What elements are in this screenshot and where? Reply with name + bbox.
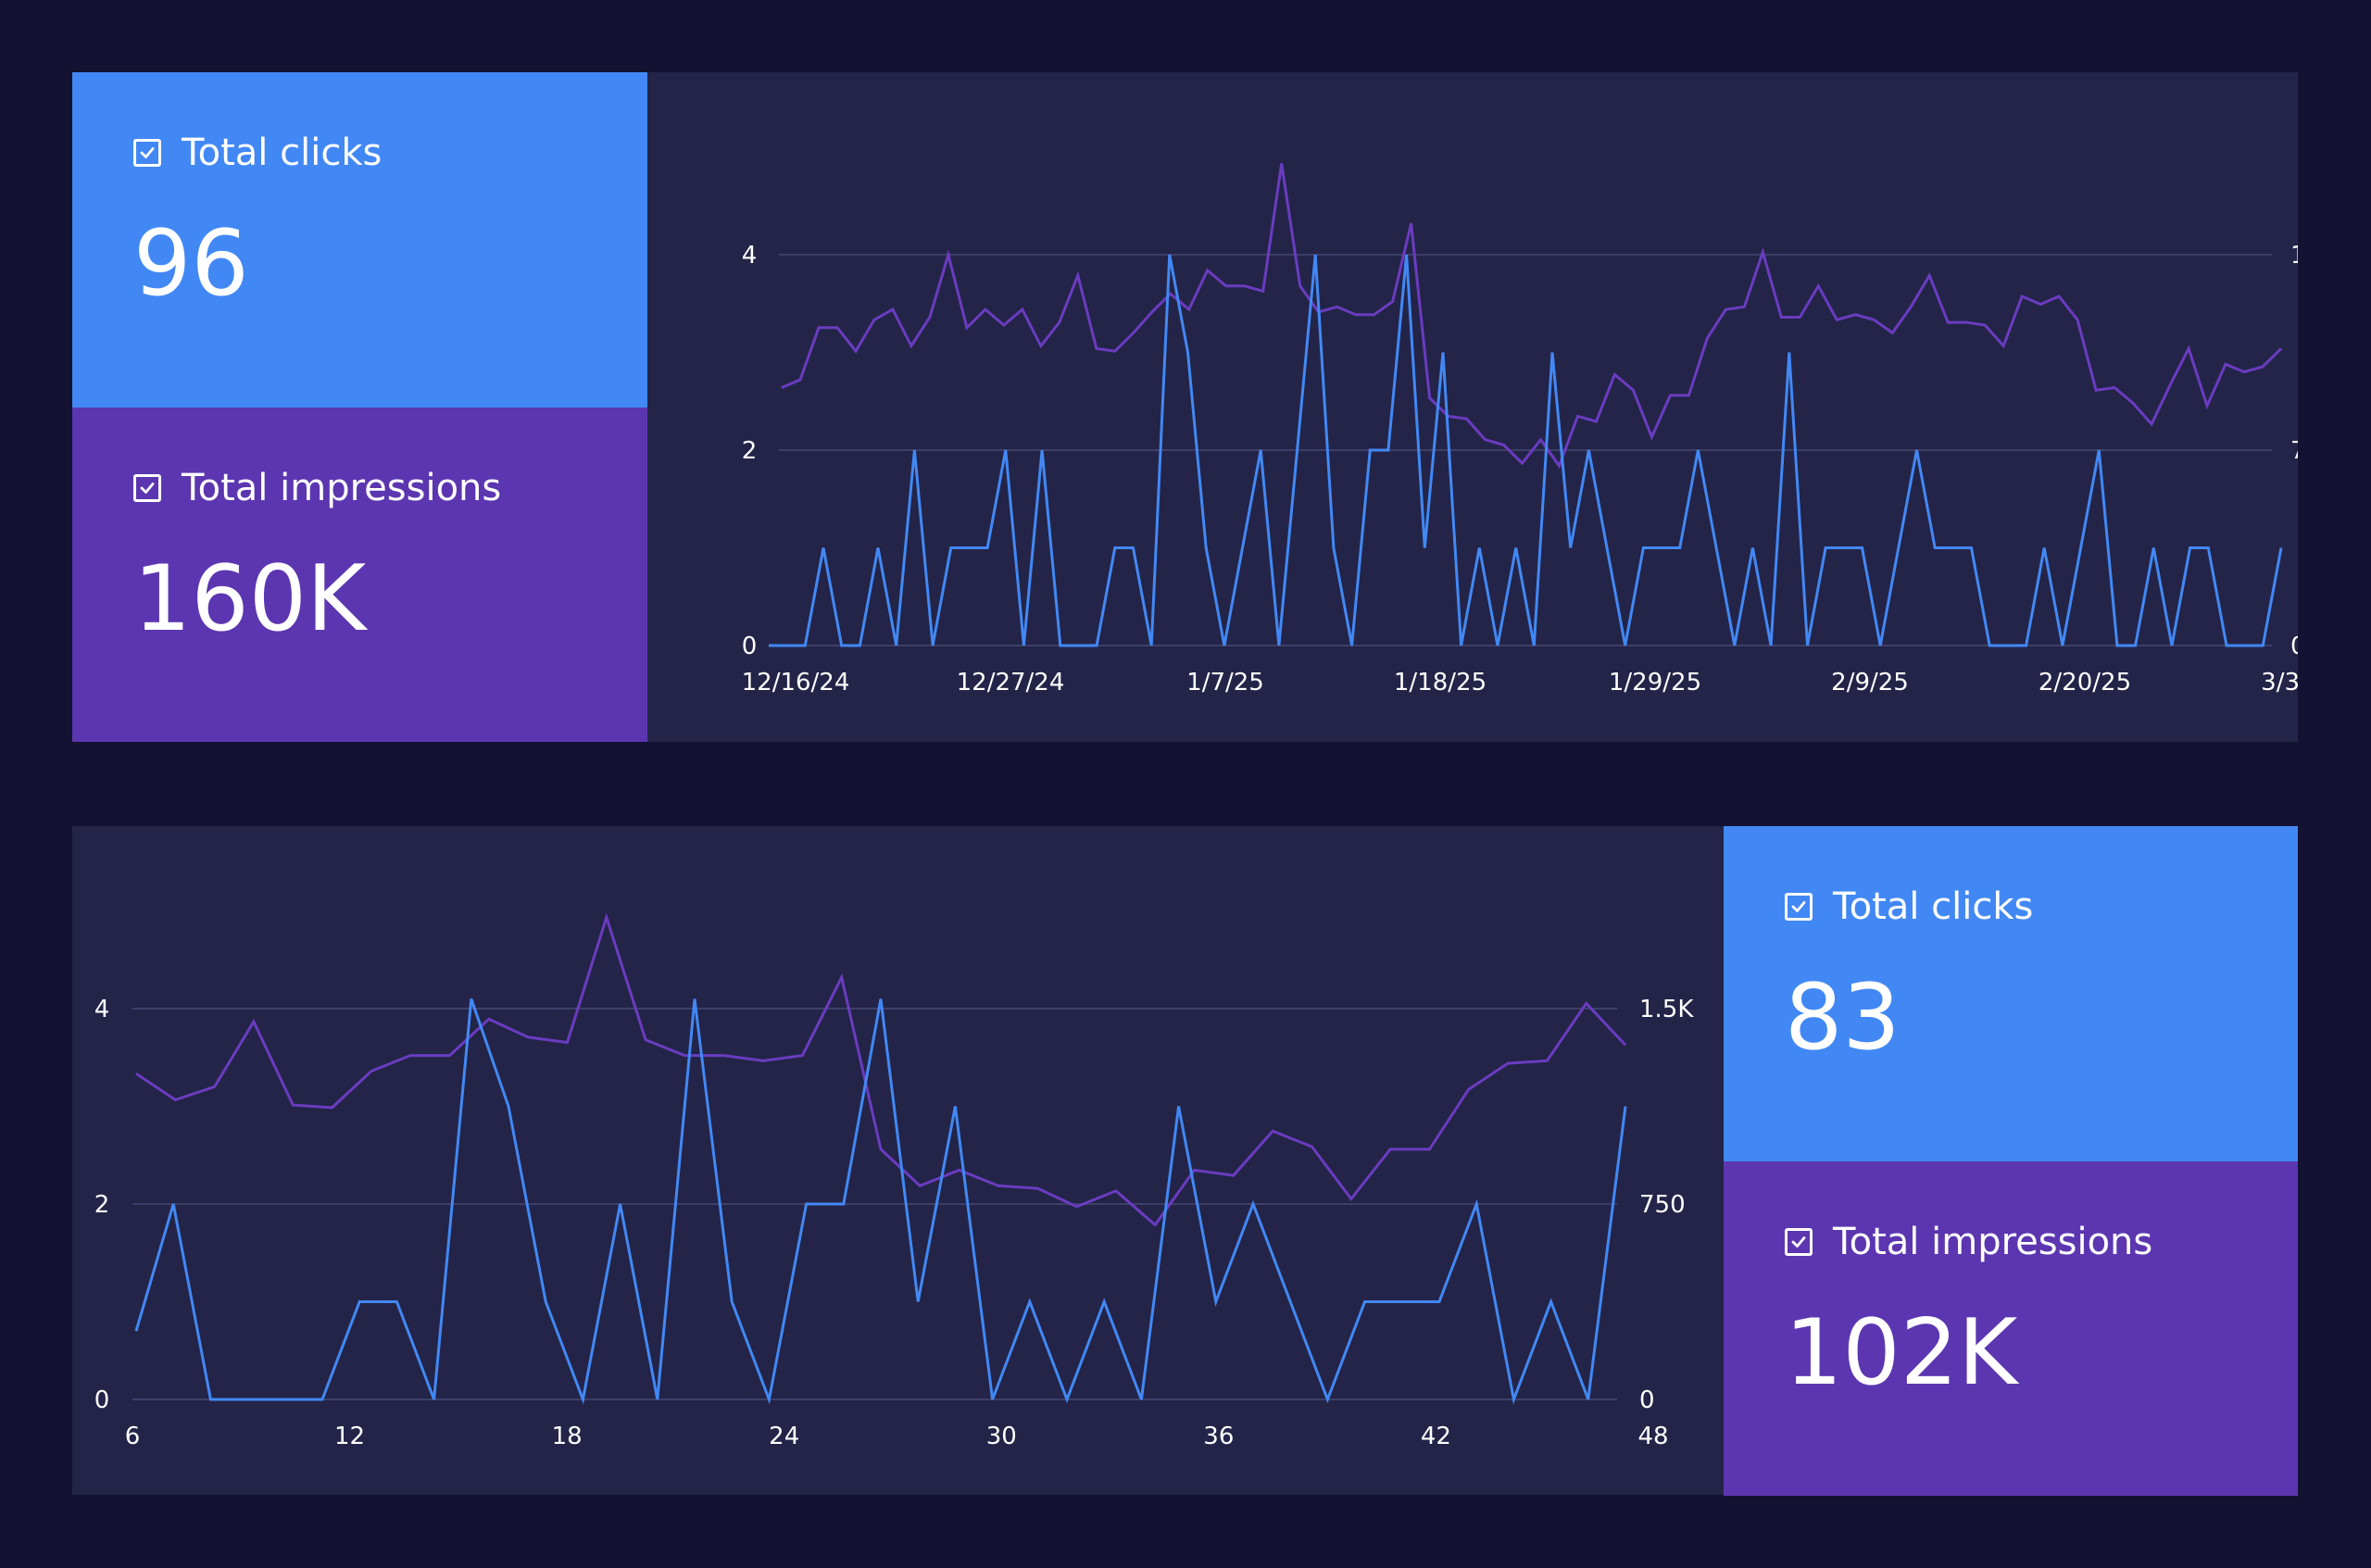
x-tick-label: 6 <box>125 1423 141 1450</box>
y-right-tick-label: 750 <box>2290 437 2298 465</box>
total-clicks-label: Total clicks <box>182 132 383 174</box>
total-clicks-value: 83 <box>1785 965 1901 1071</box>
total-clicks-value: 96 <box>133 211 249 317</box>
y-right-tick-label: 1.5K <box>1639 996 1694 1023</box>
x-tick-label: 48 <box>1637 1423 1668 1450</box>
checkbox-icon[interactable] <box>133 474 161 502</box>
total-impressions-value: 160K <box>133 546 367 652</box>
total-clicks-card-2[interactable]: Total clicks 83 <box>1724 826 2298 1161</box>
total-impressions-header-1: Total impressions <box>133 467 501 509</box>
line-chart-1: 0 2 4 0 750 1.5K 12/16/24 12/27/24 1/7/25 1/18/25… <box>742 163 2298 696</box>
x-tick-label: 12/16/24 <box>742 669 850 696</box>
checkbox-icon[interactable] <box>1785 1228 1813 1256</box>
x-tick-label: 3/3/25 <box>2261 669 2298 696</box>
x-tick-label: 2/9/25 <box>1831 669 1909 696</box>
x-tick-label: 18 <box>552 1423 583 1450</box>
clicks-series-line <box>134 998 1627 1405</box>
clicks-series-line <box>769 254 2283 647</box>
checkbox-icon[interactable] <box>133 139 161 167</box>
checkbox-icon[interactable] <box>1785 893 1813 921</box>
total-impressions-value: 102K <box>1785 1300 2018 1406</box>
total-impressions-label: Total impressions <box>182 467 502 509</box>
clicks-impressions-chart-2: 0 2 4 0 750 1.5K 6 12 18 24 30 36 42 48 <box>72 826 1724 1495</box>
y-left-tick-label: 2 <box>94 1191 110 1219</box>
x-tick-label: 24 <box>769 1423 799 1450</box>
total-clicks-header-1: Total clicks <box>133 132 382 174</box>
clicks-impressions-chart-1: 0 2 4 0 750 1.5K 12/16/24 12/27/24 1/7/25 1/18/25… <box>647 72 2298 742</box>
x-tick-label: 36 <box>1203 1423 1234 1450</box>
y-right-tick-label: 750 <box>1639 1191 1686 1219</box>
impressions-series-line <box>781 163 2283 470</box>
total-impressions-card-2[interactable]: Total impressions 102K <box>1724 1161 2298 1496</box>
y-left-tick-label: 0 <box>742 633 758 660</box>
y-right-tick-label: 0 <box>1639 1386 1655 1414</box>
total-impressions-label: Total impressions <box>1833 1221 2153 1263</box>
x-tick-label: 42 <box>1421 1423 1451 1450</box>
x-tick-label: 1/7/25 <box>1186 669 1264 696</box>
y-right-tick-label: 0 <box>2290 633 2298 660</box>
x-tick-label: 1/29/25 <box>1609 669 1701 696</box>
total-impressions-card-1[interactable]: Total impressions 160K <box>72 408 647 742</box>
x-tick-label: 1/18/25 <box>1394 669 1487 696</box>
x-tick-label: 2/20/25 <box>2039 669 2131 696</box>
x-tick-label: 12 <box>334 1423 365 1450</box>
dashboard-panel-1: Total clicks 96 Total impressions 160K 0… <box>72 72 2298 742</box>
y-left-tick-label: 4 <box>742 242 758 270</box>
y-right-tick-label: 1.5K <box>2290 242 2298 270</box>
total-clicks-card-1[interactable]: Total clicks 96 <box>72 72 647 408</box>
x-tick-label: 30 <box>986 1423 1017 1450</box>
total-clicks-label: Total clicks <box>1833 885 2034 928</box>
dashboard-panel-2: 0 2 4 0 750 1.5K 6 12 18 24 30 36 42 48 Total clicks … <box>72 826 2298 1496</box>
total-clicks-header-2: Total clicks <box>1785 885 2033 928</box>
y-left-tick-label: 4 <box>94 996 110 1023</box>
y-left-tick-label: 0 <box>94 1386 110 1414</box>
y-left-tick-label: 2 <box>742 437 758 465</box>
x-tick-label: 12/27/24 <box>957 669 1065 696</box>
impressions-series-line <box>135 912 1627 1227</box>
total-impressions-header-2: Total impressions <box>1785 1221 2152 1263</box>
